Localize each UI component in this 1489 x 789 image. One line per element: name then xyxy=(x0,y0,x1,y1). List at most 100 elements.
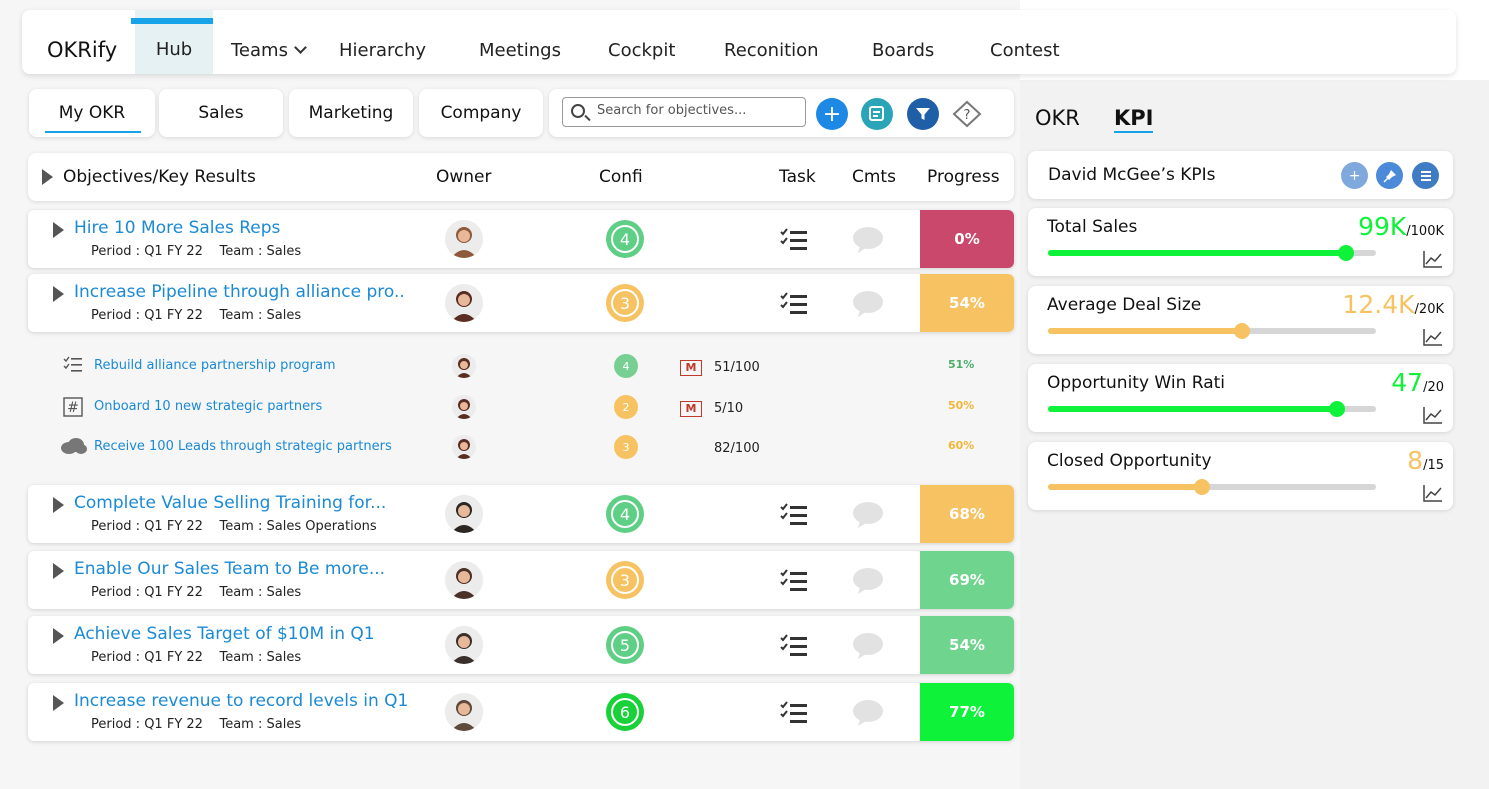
nav-contest[interactable]: Contest xyxy=(990,40,1060,61)
objective-row[interactable]: Increase revenue to record levels in Q1 … xyxy=(28,683,1014,741)
user-avatar-icon xyxy=(445,561,483,599)
trend-chart-button[interactable] xyxy=(1423,250,1443,268)
objective-title[interactable]: Hire 10 More Sales Reps xyxy=(74,218,281,238)
avatar[interactable] xyxy=(452,395,476,419)
team-value: Sales xyxy=(266,717,302,732)
tab-company[interactable]: Company xyxy=(419,89,543,137)
avatar[interactable] xyxy=(445,561,483,599)
task-list-icon[interactable] xyxy=(780,701,808,725)
trend-chart-button[interactable] xyxy=(1423,406,1443,424)
search-input[interactable] xyxy=(597,103,797,118)
trend-chart-button[interactable] xyxy=(1423,328,1443,346)
expand-row-icon[interactable] xyxy=(53,497,64,513)
comment-bubble-icon xyxy=(853,291,883,317)
tab-okr[interactable]: OKR xyxy=(1035,106,1080,130)
objective-title[interactable]: Achieve Sales Target of $10M in Q1 xyxy=(74,624,375,644)
avatar[interactable] xyxy=(445,220,483,258)
nav-meetings[interactable]: Meetings xyxy=(479,40,561,61)
user-avatar-icon xyxy=(445,626,483,664)
checklist-icon xyxy=(780,634,807,656)
filter-icon xyxy=(916,108,930,120)
list-kpi-button[interactable] xyxy=(1412,162,1439,189)
user-avatar-icon xyxy=(445,284,483,322)
key-result-title[interactable]: Rebuild alliance partnership program xyxy=(94,358,336,373)
tab-marketing[interactable]: Marketing xyxy=(289,89,413,137)
tab-my-okr[interactable]: My OKR xyxy=(29,89,155,137)
avatar[interactable] xyxy=(445,626,483,664)
expand-row-icon[interactable] xyxy=(53,695,64,711)
app-logo[interactable]: OKRify xyxy=(47,38,118,62)
add-kpi-button[interactable]: + xyxy=(1341,162,1368,189)
comment-icon[interactable] xyxy=(852,226,884,253)
add-objective-button[interactable]: + xyxy=(816,98,848,130)
expand-row-icon[interactable] xyxy=(53,222,64,238)
kpi-progress-track xyxy=(1048,245,1376,261)
nav-boards[interactable]: Boards xyxy=(872,40,935,61)
tab-sales[interactable]: Sales xyxy=(159,89,283,137)
comment-bubble-icon xyxy=(853,633,883,659)
avatar[interactable] xyxy=(445,693,483,731)
period-value: Q1 FY 22 xyxy=(144,519,203,534)
avatar[interactable] xyxy=(445,495,483,533)
nav-reconition[interactable]: Reconition xyxy=(724,40,819,61)
objective-title[interactable]: Increase Pipeline through alliance pro.. xyxy=(74,282,405,302)
team-label: Team : xyxy=(219,717,263,732)
task-list-icon[interactable] xyxy=(780,503,808,527)
avatar[interactable] xyxy=(452,354,476,378)
trend-chart-button[interactable] xyxy=(1423,484,1443,502)
kpi-card[interactable]: Average Deal Size 12.4K/20K xyxy=(1028,286,1453,354)
comment-icon[interactable] xyxy=(852,699,884,726)
comment-icon[interactable] xyxy=(852,501,884,528)
objective-row[interactable]: Enable Our Sales Team to Be more... Peri… xyxy=(28,551,1014,609)
help-button[interactable]: ? xyxy=(951,98,983,130)
kpi-card[interactable]: Closed Opportunity 8/15 xyxy=(1028,442,1453,510)
kpi-progress-fill xyxy=(1048,250,1347,256)
expand-row-icon[interactable] xyxy=(53,286,64,302)
confidence-value: 4 xyxy=(611,500,639,528)
task-list-icon[interactable] xyxy=(780,292,808,316)
objective-row[interactable]: Achieve Sales Target of $10M in Q1 Perio… xyxy=(28,616,1014,674)
pin-kpi-button[interactable] xyxy=(1376,162,1403,189)
checklist-icon xyxy=(780,503,807,525)
confidence-value: 4 xyxy=(611,225,639,253)
tab-kpi[interactable]: KPI xyxy=(1114,106,1154,133)
objective-row[interactable]: Increase Pipeline through alliance pro..… xyxy=(28,274,1014,332)
kpi-card[interactable]: Opportunity Win Rati 47/20 xyxy=(1028,364,1453,432)
nav-hub[interactable]: Hub xyxy=(131,10,213,74)
kpi-progress-handle[interactable] xyxy=(1233,323,1250,339)
comment-icon[interactable] xyxy=(852,632,884,659)
kpi-progress-handle[interactable] xyxy=(1328,401,1345,417)
objective-title[interactable]: Enable Our Sales Team to Be more... xyxy=(74,559,386,579)
objective-title[interactable]: Complete Value Selling Training for... xyxy=(74,493,387,513)
avatar[interactable] xyxy=(445,284,483,322)
kpi-progress-handle[interactable] xyxy=(1194,479,1211,495)
confidence-value: 3 xyxy=(611,566,639,594)
key-result-title[interactable]: Receive 100 Leads through strategic part… xyxy=(94,439,392,454)
objective-row[interactable]: Hire 10 More Sales Reps Period : Q1 FY 2… xyxy=(28,210,1014,268)
avatar[interactable] xyxy=(452,435,476,459)
kpi-card[interactable]: Total Sales 99K/100K xyxy=(1028,208,1453,276)
expand-row-icon[interactable] xyxy=(53,563,64,579)
task-list-icon[interactable] xyxy=(780,634,808,658)
checklist-icon xyxy=(780,292,807,314)
comment-icon[interactable] xyxy=(852,567,884,594)
note-icon xyxy=(869,106,884,121)
filter-button[interactable] xyxy=(907,98,939,130)
task-list-icon[interactable] xyxy=(780,228,808,252)
objective-title[interactable]: Increase revenue to record levels in Q1 xyxy=(74,691,409,711)
objective-row[interactable]: Complete Value Selling Training for... P… xyxy=(28,485,1014,543)
confidence-value: 5 xyxy=(611,631,639,659)
note-button[interactable] xyxy=(861,98,893,130)
key-result-title[interactable]: Onboard 10 new strategic partners xyxy=(94,399,323,414)
nav-hierarchy[interactable]: Hierarchy xyxy=(339,40,427,61)
period-label: Period : xyxy=(91,650,141,665)
kpi-progress-handle[interactable] xyxy=(1338,245,1355,261)
nav-teams[interactable]: Teams xyxy=(231,40,307,61)
nav-cockpit[interactable]: Cockpit xyxy=(608,40,676,61)
task-list-icon[interactable] xyxy=(780,569,808,593)
expand-all-icon[interactable] xyxy=(42,169,53,185)
comment-bubble-icon xyxy=(853,227,883,253)
expand-row-icon[interactable] xyxy=(53,628,64,644)
comment-icon[interactable] xyxy=(852,290,884,317)
kpi-target: /20 xyxy=(1423,380,1444,395)
